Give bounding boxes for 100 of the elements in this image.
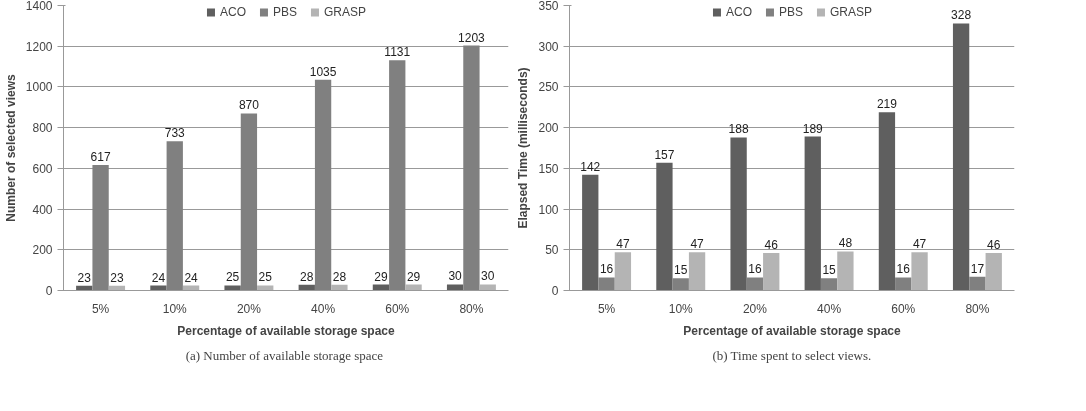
y-tick-label: 1400 xyxy=(25,0,53,13)
data-label: 15 xyxy=(674,263,688,278)
bar xyxy=(463,45,480,291)
data-label: 16 xyxy=(748,262,762,277)
y-tick-label: 600 xyxy=(32,161,53,176)
data-label: 1131 xyxy=(384,45,411,60)
data-label: 142 xyxy=(580,159,601,174)
x-tick-label: 60% xyxy=(385,301,410,316)
data-label: 30 xyxy=(448,269,463,284)
bar xyxy=(911,252,928,291)
text: (b) Time spent to select views. xyxy=(712,347,872,363)
data-label: 29 xyxy=(374,269,388,284)
bar xyxy=(614,252,632,291)
data-label: 617 xyxy=(90,149,111,164)
bar xyxy=(598,277,615,291)
bar xyxy=(746,277,764,291)
data-label: 24 xyxy=(151,270,166,285)
y-tick-label: 250 xyxy=(538,80,559,95)
bar xyxy=(166,141,183,291)
x-tick-label: 60% xyxy=(891,301,916,316)
y-tick-label: 50 xyxy=(545,243,559,258)
y-axis-title: Number of selected views xyxy=(3,73,18,222)
x-tick-label: 80% xyxy=(965,301,990,316)
y-axis-title: Elapsed Time (milliseconds) xyxy=(516,67,531,229)
legend-label: ACO xyxy=(725,5,752,19)
bar xyxy=(952,23,970,291)
x-tick-label: 80% xyxy=(459,301,484,316)
data-label: 29 xyxy=(406,269,421,284)
legend-label: ACO xyxy=(219,5,246,19)
x-tick-label: 5% xyxy=(597,301,616,316)
data-label: 219 xyxy=(876,97,898,112)
data-label: 30 xyxy=(481,269,495,284)
x-tick-label: 10% xyxy=(668,301,694,316)
bar xyxy=(92,164,109,291)
x-tick-label: 5% xyxy=(91,301,110,316)
x-axis-title: Percentage of available storage space xyxy=(177,323,396,338)
data-label: 47 xyxy=(912,237,927,252)
data-label: 48 xyxy=(838,236,853,251)
x-tick-label: 40% xyxy=(311,301,336,316)
legend-label: PBS xyxy=(778,5,804,19)
data-label: 47 xyxy=(690,237,705,252)
y-tick-label: 200 xyxy=(538,121,559,136)
bar xyxy=(688,252,706,291)
data-label: 16 xyxy=(896,262,911,277)
bar xyxy=(240,113,258,291)
data-label: 328 xyxy=(951,8,972,23)
data-label: 23 xyxy=(110,270,124,285)
y-tick-label: 1200 xyxy=(25,39,53,54)
bar xyxy=(895,277,912,291)
data-label: 46 xyxy=(764,238,779,253)
data-label: 25 xyxy=(225,270,240,285)
data-label: 47 xyxy=(616,237,630,252)
x-tick-label: 40% xyxy=(817,301,842,316)
bar xyxy=(820,278,838,291)
data-label: 1203 xyxy=(458,30,486,45)
data-label: 188 xyxy=(728,122,749,137)
legend-label: GRASP xyxy=(830,5,873,19)
bar xyxy=(389,60,406,291)
data-label: 23 xyxy=(77,270,92,285)
y-tick-label: 350 xyxy=(538,0,559,13)
bar xyxy=(985,253,1002,291)
x-tick-label: 20% xyxy=(236,301,262,316)
data-label: 1035 xyxy=(309,64,337,79)
data-label: 870 xyxy=(238,98,260,113)
data-label: 46 xyxy=(987,238,1001,253)
bar xyxy=(804,136,821,291)
bar xyxy=(837,251,854,291)
y-tick-label: 800 xyxy=(32,121,53,136)
legend-label: PBS xyxy=(272,5,298,19)
bar xyxy=(479,284,496,291)
data-label: 733 xyxy=(164,126,186,141)
data-label: 25 xyxy=(258,270,273,285)
x-tick-label: 10% xyxy=(162,301,188,316)
y-tick-label: 1000 xyxy=(25,80,53,95)
bar xyxy=(969,276,986,291)
y-tick-label: 100 xyxy=(538,202,559,217)
data-label: 15 xyxy=(822,263,837,278)
bar xyxy=(672,278,689,291)
data-label: 16 xyxy=(599,262,614,277)
y-tick-label: 200 xyxy=(32,243,53,258)
data-label: 28 xyxy=(332,269,347,284)
data-label: 189 xyxy=(802,121,824,136)
y-tick-label: 0 xyxy=(551,284,559,298)
y-tick-label: 150 xyxy=(538,161,559,176)
y-tick-label: 300 xyxy=(538,39,559,54)
x-axis-title: Percentage of available storage space xyxy=(683,323,902,338)
legend-label: GRASP xyxy=(324,5,367,19)
bar xyxy=(446,284,464,291)
y-tick-label: 400 xyxy=(32,202,53,217)
bar xyxy=(656,162,673,291)
bar xyxy=(257,285,274,291)
y-tick-label: 0 xyxy=(45,284,53,298)
data-label: 157 xyxy=(654,147,675,162)
bar xyxy=(582,174,599,291)
bar xyxy=(878,112,896,291)
bar xyxy=(314,79,332,291)
bar xyxy=(331,284,348,291)
data-label: 28 xyxy=(300,269,314,284)
text: (a) Number of available storage space xyxy=(185,347,384,363)
bar xyxy=(730,137,747,291)
